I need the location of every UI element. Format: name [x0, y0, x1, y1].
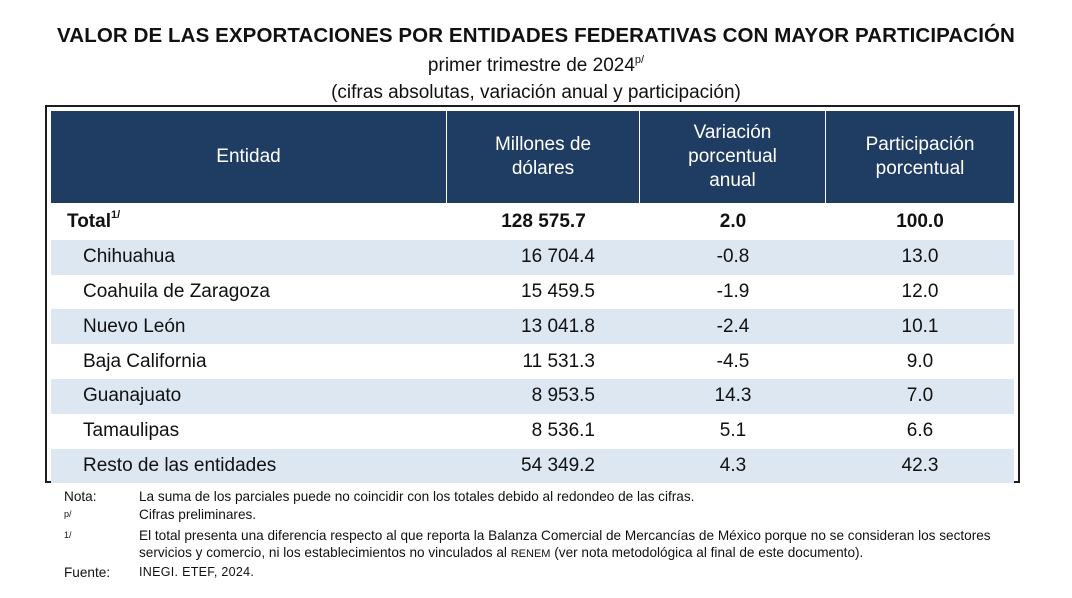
report-title: VALOR DE LAS EXPORTACIONES POR ENTIDADES… [57, 24, 1015, 47]
note-text: La suma de los parciales puede no coinci… [139, 489, 695, 504]
row-millions: 16 704.4 [521, 246, 595, 268]
header-share: Participación porcentual [865, 134, 975, 179]
row-millions: 15 459.5 [521, 280, 595, 302]
total-share: 100.0 [896, 211, 944, 233]
note-total-text-a: El total presenta una diferencia respect… [139, 527, 991, 561]
row-share: 13.0 [901, 246, 939, 268]
row-millions: 8 953.5 [531, 385, 595, 407]
table-row: Nuevo León 13 041.8 -2.4 10.1 [51, 309, 1014, 345]
note-general: Nota: La suma de los parciales puede no … [64, 488, 1024, 506]
table-row: Resto de las entidades 54 349.2 4.3 42.3 [51, 448, 1014, 484]
note-total-text: El total presenta una diferencia respect… [139, 527, 1024, 564]
row-entity: Guanajuato [83, 385, 182, 407]
table-row: Tamaulipas 8 536.1 5.1 6.6 [51, 414, 1014, 449]
total-variation: 2.0 [719, 211, 747, 233]
row-variation: -2.4 [716, 315, 750, 337]
report-subtitle: primer trimestre de 2024p/ [0, 54, 1072, 77]
table-header: Entidad Millones de dólares Variación po… [51, 111, 1014, 203]
header-millions: Millones de dólares [447, 111, 640, 203]
source-text: INEGI. ETEF, 2024. [139, 564, 255, 579]
table-row: Chihuahua 16 704.4 -0.8 13.0 [51, 239, 1014, 275]
note-mark-p-text: p/ [64, 508, 72, 519]
total-label: Total1/ [51, 209, 447, 233]
row-entity: Coahuila de Zaragoza [83, 280, 270, 302]
report-subtitle-units: (cifras absolutas, variación anual y par… [331, 82, 741, 103]
row-variation: 5.1 [719, 420, 747, 442]
row-share: 42.3 [901, 454, 939, 476]
row-entity: Nuevo León [83, 315, 186, 337]
note-total-text-b: (ver nota metodológica al final de este … [550, 545, 864, 561]
row-entity: Tamaulipas [83, 420, 180, 442]
row-share: 10.1 [901, 315, 939, 337]
row-millions: 54 349.2 [521, 454, 595, 476]
table-row: Guanajuato 8 953.5 14.3 7.0 [51, 378, 1014, 414]
row-millions: 13 041.8 [521, 315, 595, 337]
note-label: Nota: [64, 489, 97, 504]
row-variation: -1.9 [716, 280, 750, 302]
row-millions: 8 536.1 [531, 420, 595, 442]
note-preliminary-text: Cifras preliminares. [139, 506, 257, 522]
total-millions: 128 575.7 [501, 211, 586, 233]
footnotes: Nota: La suma de los parciales puede no … [64, 488, 1024, 581]
row-variation: 4.3 [719, 454, 747, 476]
table-row: Coahuila de Zaragoza 15 459.5 -1.9 12.0 [51, 275, 1014, 310]
header-variation: Variación porcentual anual [640, 111, 826, 203]
row-entity: Chihuahua [83, 246, 175, 268]
note-total-abbr: RENEM [510, 548, 551, 561]
row-entity: Resto de las entidades [83, 454, 277, 476]
table-row: Baja California 11 531.3 -4.5 9.0 [51, 344, 1014, 379]
row-variation: 14.3 [714, 385, 752, 407]
row-entity: Baja California [83, 350, 207, 372]
note-total: 1/ El total presenta una diferencia resp… [64, 527, 1024, 564]
total-name: Total [67, 211, 111, 233]
row-share: 7.0 [906, 385, 934, 407]
note-mark-1: 1/ [64, 527, 139, 564]
subtitle-preliminary-mark: p/ [634, 54, 645, 66]
note-mark-1-text: 1/ [64, 529, 72, 540]
note-mark-p: p/ [64, 506, 139, 527]
row-variation: -0.8 [716, 246, 750, 268]
note-preliminary: p/ Cifras preliminares. [64, 506, 1024, 527]
total-footnote-mark: 1/ [110, 209, 121, 222]
row-share: 12.0 [901, 280, 939, 302]
table-row-total: Total1/ 128 575.7 2.0 100.0 [51, 205, 1014, 240]
row-millions: 11 531.3 [522, 350, 595, 372]
table-body: Total1/ 128 575.7 2.0 100.0 Chihuahua 16… [51, 205, 1014, 484]
row-share: 6.6 [906, 420, 934, 442]
exports-table: Entidad Millones de dólares Variación po… [45, 105, 1020, 484]
row-share: 9.0 [906, 350, 934, 372]
source-label: Fuente: [64, 564, 111, 580]
header-entity: Entidad [51, 111, 447, 203]
subtitle-text: primer trimestre de 2024 [427, 55, 635, 76]
note-source: Fuente: INEGI. ETEF, 2024. [64, 564, 1024, 582]
row-variation: -4.5 [716, 350, 750, 372]
